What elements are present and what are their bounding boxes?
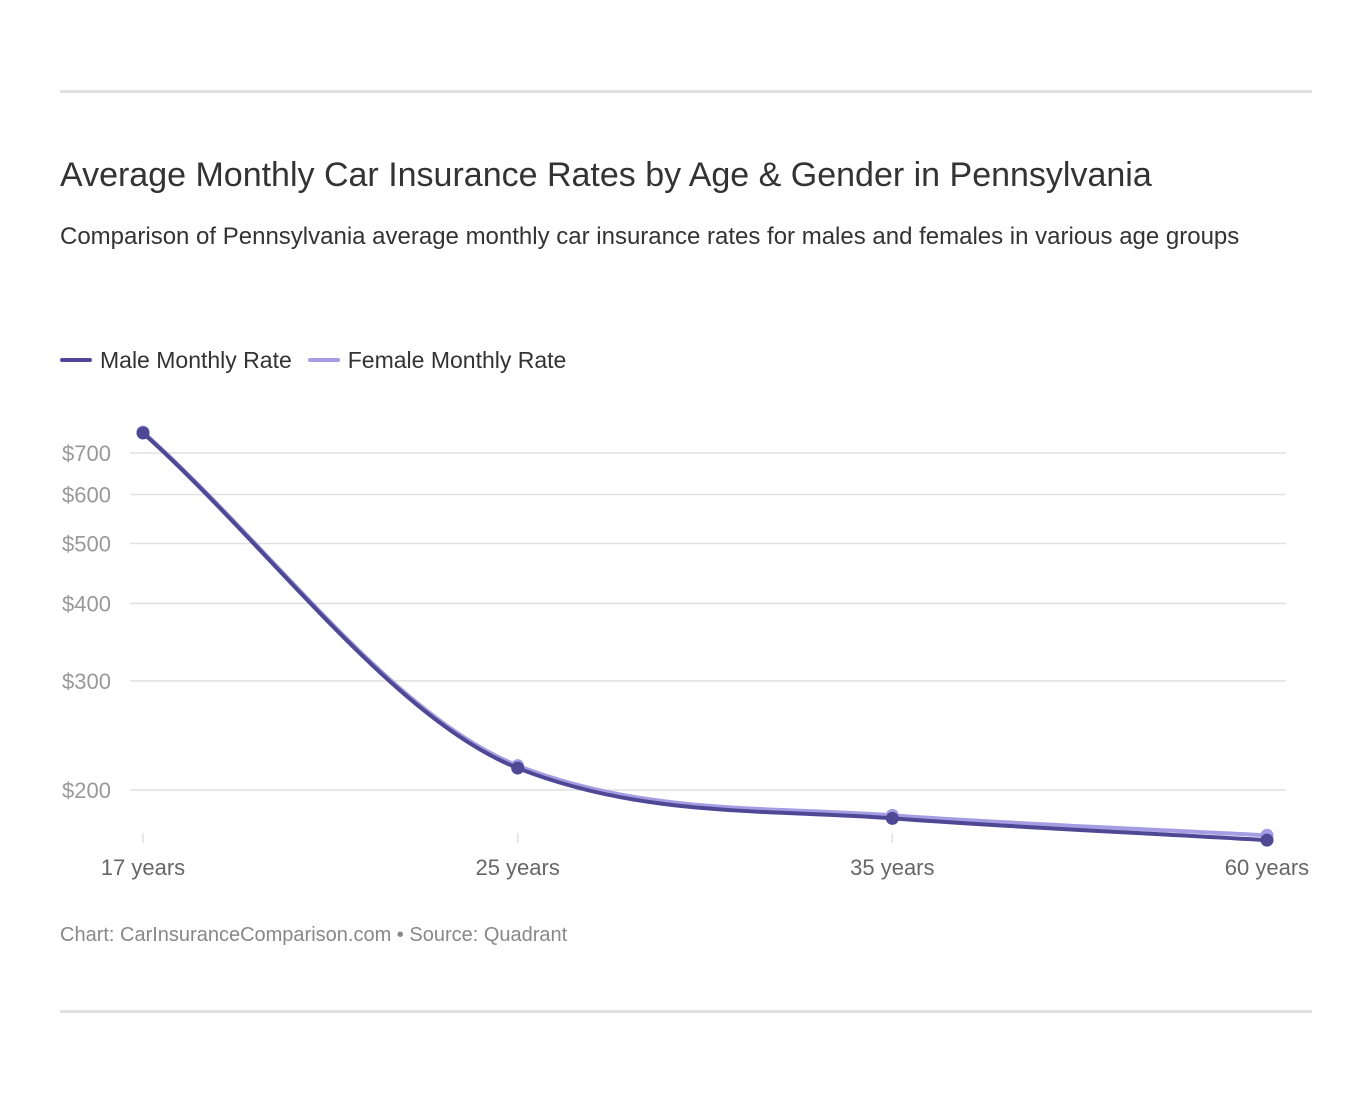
data-point-male-2[interactable] bbox=[885, 811, 899, 825]
series-line-female bbox=[141, 429, 1269, 838]
y-tick-label-500: $500 bbox=[62, 532, 111, 557]
legend-item-female[interactable]: Female Monthly Rate bbox=[307, 346, 567, 374]
legend-swatch-male bbox=[60, 358, 92, 362]
chart-subtitle: Comparison of Pennsylvania average month… bbox=[60, 223, 1240, 250]
bottom-divider bbox=[60, 1010, 1312, 1013]
legend-item-male[interactable]: Male Monthly Rate bbox=[60, 347, 292, 374]
data-point-male-0[interactable] bbox=[136, 426, 150, 440]
y-tick-label-600: $600 bbox=[62, 482, 111, 507]
legend-label-male: Male Monthly Rate bbox=[100, 346, 292, 373]
legend-label-female: Female Monthly Rate bbox=[347, 346, 567, 373]
y-tick-label-400: $400 bbox=[62, 592, 111, 617]
y-tick-label-200: $200 bbox=[62, 778, 111, 803]
top-divider bbox=[60, 90, 1312, 93]
chart-title: Average Monthly Car Insurance Rates by A… bbox=[60, 156, 1152, 194]
series-line-male bbox=[141, 431, 1269, 843]
legend-swatch-female bbox=[307, 358, 340, 362]
x-tick-label-1: 25 years bbox=[475, 855, 559, 880]
data-point-male-1[interactable] bbox=[511, 761, 525, 775]
chart-source-credit: Chart: CarInsuranceComparison.com • Sour… bbox=[60, 924, 568, 946]
x-tick-label-0: 17 years bbox=[101, 855, 185, 880]
y-tick-label-300: $300 bbox=[62, 669, 111, 694]
data-point-male-3[interactable] bbox=[1260, 833, 1274, 847]
x-tick-label-3: 60 years bbox=[1225, 855, 1309, 880]
x-tick-label-2: 35 years bbox=[850, 855, 934, 880]
y-tick-label-700: $700 bbox=[62, 441, 111, 466]
chart-legend: Male Monthly Rate Female Monthly Rate bbox=[60, 344, 582, 376]
